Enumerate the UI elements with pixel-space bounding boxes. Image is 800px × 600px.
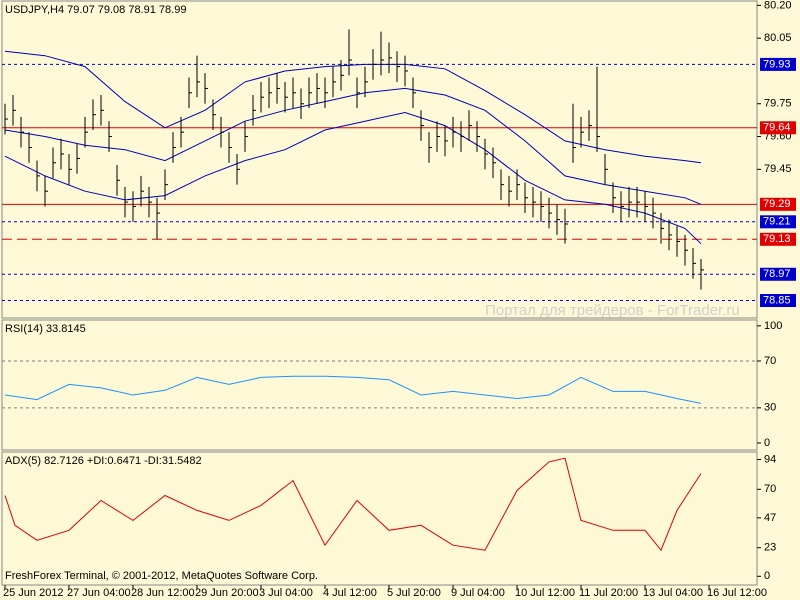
level-label-box — [760, 197, 796, 211]
level-label: 79.64 — [763, 122, 791, 134]
panel — [1, 0, 758, 319]
x-tick-label: 3 Jul 04:00 — [259, 587, 313, 599]
x-tick-label: 10 Jul 12:00 — [515, 587, 575, 599]
panel — [1, 451, 758, 586]
y-tick-label: 79.45 — [764, 163, 792, 175]
y-tick-label: 0 — [764, 437, 770, 449]
footer: FreshForex Terminal, © 2001-2012, MetaQu… — [5, 570, 318, 582]
indicator-line — [4, 375, 702, 404]
y-tick-label: 79.75 — [764, 98, 792, 110]
y-tick-label: 80.20 — [764, 0, 792, 11]
level-label: 79.13 — [763, 233, 791, 245]
indicator-line — [4, 457, 702, 552]
y-tick-label: 23 — [764, 542, 776, 554]
x-tick-label: 16 Jul 12:00 — [707, 587, 767, 599]
x-tick-label: 9 Jul 04:00 — [451, 587, 505, 599]
band-line — [4, 50, 702, 164]
y-tick-label: 80.05 — [764, 32, 792, 44]
level-label-box — [760, 294, 796, 308]
y-tick-label: 70 — [764, 483, 776, 495]
x-tick-label: 5 Jul 20:00 — [387, 587, 441, 599]
x-tick-label: 27 Jun 04:00 — [67, 587, 131, 599]
level-label: 79.93 — [763, 58, 791, 70]
level-label: 79.21 — [763, 216, 791, 228]
panel-title: ADX(5) 82.7126 +DI:0.6471 -DI:31.5482 — [5, 455, 202, 467]
level-label-box — [760, 121, 796, 135]
y-tick-label: 47 — [764, 512, 776, 524]
x-tick-label: 25 Jun 2012 — [3, 587, 64, 599]
y-tick-label: 70 — [764, 355, 776, 367]
level-label-box — [760, 215, 796, 229]
level-label: 79.29 — [763, 198, 791, 210]
level-label-box — [760, 57, 796, 71]
y-tick-label: 0 — [764, 570, 770, 582]
y-tick-label: 100 — [764, 320, 782, 332]
level-label-box — [760, 267, 796, 281]
x-tick-label: 13 Jul 04:00 — [643, 587, 703, 599]
x-tick-label: 11 Jul 20:00 — [579, 587, 638, 599]
panel-title: USDJPY,H4 79.07 79.08 78.91 78.99 — [5, 4, 186, 16]
panel — [1, 319, 758, 451]
x-tick-label: 29 Jun 20:00 — [195, 587, 259, 599]
panel-title: RSI(14) 33.8145 — [5, 323, 86, 335]
y-tick-label: 94 — [764, 453, 776, 465]
level-label: 78.97 — [763, 268, 791, 280]
watermark: Портал для трейдеров - ForTrader.ru — [485, 302, 740, 319]
level-label-box — [760, 232, 796, 246]
x-tick-label: 4 Jul 12:00 — [323, 587, 377, 599]
x-tick-label: 28 Jun 12:00 — [131, 587, 195, 599]
y-tick-label: 30 — [764, 402, 776, 414]
level-label: 78.85 — [763, 294, 791, 306]
